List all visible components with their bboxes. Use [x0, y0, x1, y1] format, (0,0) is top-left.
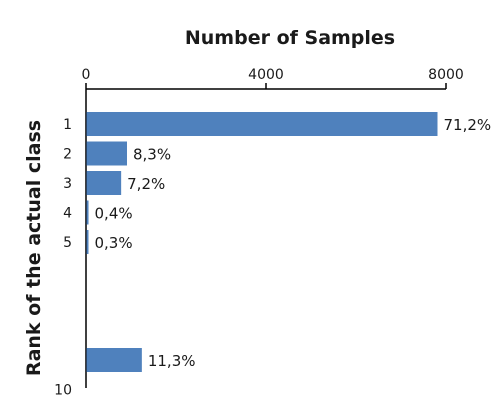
bar-0	[86, 112, 438, 136]
bar-2	[86, 171, 122, 195]
x-tick-label-0: 0	[82, 67, 91, 83]
data-label-4: 0,3%	[95, 234, 133, 252]
bar-4	[86, 230, 89, 254]
rank-tick-label-2: 3	[63, 176, 72, 192]
data-label-0: 71,2%	[444, 116, 492, 134]
data-labels: 71,2% 8,3% 7,2% 0,4% 0,3% 11,3%	[95, 116, 492, 370]
data-label-2: 7,2%	[127, 175, 165, 193]
bars	[86, 112, 438, 372]
bar-1	[86, 141, 127, 166]
data-label-1: 8,3%	[133, 146, 171, 164]
rank-tick-label-1: 2	[63, 147, 72, 163]
x-axis-ticks: 0 4000 8000	[82, 67, 464, 89]
bar-5	[86, 348, 142, 372]
rank-tick-label-0: 1	[63, 117, 72, 133]
rank-tick-label-4: 5	[63, 235, 72, 251]
rank-tick-label-5: 10	[54, 383, 72, 399]
y-axis-title: Rank of the actual class	[23, 120, 45, 376]
x-tick-label-1: 4000	[248, 67, 284, 83]
rank-tick-label-3: 4	[63, 206, 72, 222]
chart-title: Number of Samples	[185, 27, 395, 49]
data-label-5: 11,3%	[148, 352, 196, 370]
bar-3	[86, 200, 89, 225]
data-label-3: 0,4%	[95, 205, 133, 223]
rank-tick-labels: 1 2 3 4 5 10	[54, 117, 72, 399]
x-tick-label-2: 8000	[428, 67, 464, 83]
